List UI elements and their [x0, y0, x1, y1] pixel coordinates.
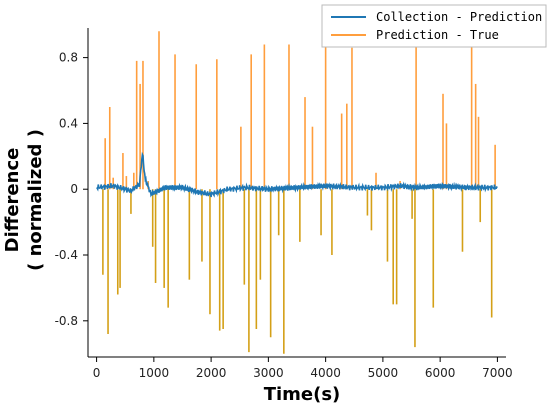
legend-label-prediction-true: Prediction - True — [376, 28, 499, 42]
x-tick-label: 5000 — [368, 366, 399, 380]
x-tick-label: 7000 — [482, 366, 513, 380]
y-tick-label: 0 — [70, 182, 78, 196]
x-tick-label: 6000 — [425, 366, 456, 380]
y-tick-label: -0.4 — [55, 248, 78, 262]
y-tick-label: -0.8 — [55, 314, 78, 328]
legend-box — [321, 4, 547, 48]
x-tick-label: 0 — [93, 366, 101, 380]
legend: Collection - Prediction Prediction - Tru… — [321, 4, 547, 48]
collection-prediction-line — [96, 151, 498, 198]
collection-prediction-series — [96, 151, 498, 198]
y-tick-label: 0.4 — [59, 116, 78, 130]
x-tick-label: 2000 — [196, 366, 227, 380]
x-tick-label: 3000 — [253, 366, 284, 380]
x-tick-label: 4000 — [310, 366, 341, 380]
prediction-true-series — [102, 31, 496, 354]
y-axis-label-line2: ( normalized ) — [25, 129, 46, 271]
y-axis-label-line1: Difference — [2, 148, 23, 253]
axes: 0 1000 2000 3000 4000 5000 6000 7000 0.8 0.4 0 -0.4… — [55, 28, 513, 380]
y-tick-label: 0.8 — [59, 51, 78, 65]
legend-label-collection-prediction: Collection - Prediction — [376, 10, 542, 24]
x-axis-label: Time(s) — [264, 384, 341, 405]
x-tick-label: 1000 — [139, 366, 170, 380]
